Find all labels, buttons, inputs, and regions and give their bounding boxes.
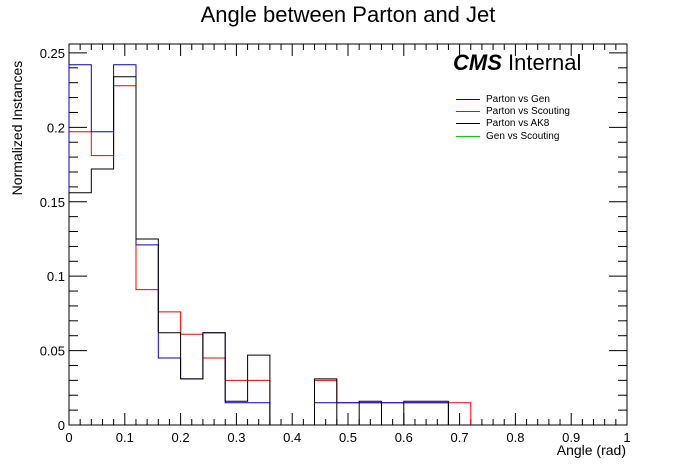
x-tick-label: 0.5: [339, 430, 357, 445]
y-tick-label: 0.25: [40, 46, 65, 61]
x-tick-label: 0.3: [227, 430, 245, 445]
x-tick-label: 0.8: [506, 430, 524, 445]
x-axis-label: Angle (rad): [556, 442, 626, 458]
cms-text: CMS: [453, 50, 502, 75]
legend-label: Parton vs AK8: [486, 118, 550, 130]
chart-title: Angle between Parton and Jet: [200, 2, 496, 27]
x-tick-label: 0.6: [395, 430, 413, 445]
x-tick-label: 1: [623, 430, 630, 445]
legend-line-parton-vs-ak8: [456, 123, 480, 125]
legend-item: Parton vs Scouting: [456, 105, 570, 117]
y-tick-label: 0.1: [47, 269, 65, 284]
x-tick-label: 0.7: [451, 430, 469, 445]
x-tick-label: 0.2: [172, 430, 190, 445]
y-axis-label: Normalized Instances: [9, 60, 25, 196]
x-tick-label: 0: [65, 430, 72, 445]
x-tick-label: 0.4: [283, 430, 301, 445]
legend-item: Parton vs AK8: [456, 118, 570, 130]
legend-label: Gen vs Scouting: [486, 130, 560, 142]
x-tick-label: 0.1: [116, 430, 134, 445]
legend: Parton vs Gen Parton vs Scouting Parton …: [456, 93, 570, 142]
legend-item: Parton vs Gen: [456, 93, 570, 105]
internal-text: Internal: [508, 50, 582, 75]
legend-label: Parton vs Scouting: [486, 105, 570, 117]
y-tick-label: 0: [58, 418, 65, 433]
y-tick-label: 0.15: [40, 195, 65, 210]
cms-label: CMS Internal: [453, 50, 581, 76]
y-tick-label: 0.05: [40, 344, 65, 359]
legend-item: Gen vs Scouting: [456, 130, 570, 142]
legend-label: Parton vs Gen: [486, 93, 550, 105]
legend-line-parton-vs-scouting: [456, 110, 480, 112]
x-tick-label: 0.9: [562, 430, 580, 445]
series-parton-vs-ak8: [68, 76, 471, 426]
legend-line-gen-vs-scouting: [456, 135, 480, 137]
legend-line-parton-vs-gen: [456, 98, 480, 100]
y-tick-label: 0.2: [47, 120, 65, 135]
